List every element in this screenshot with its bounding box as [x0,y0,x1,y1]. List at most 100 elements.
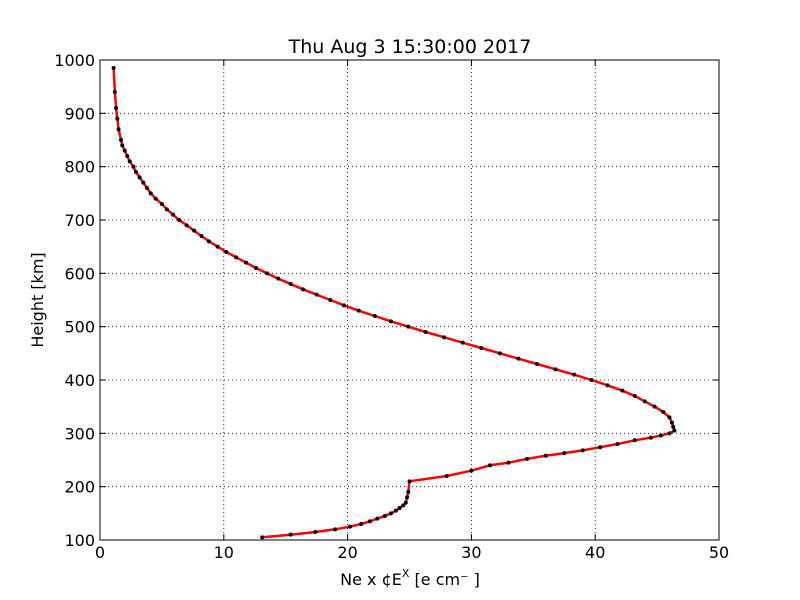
y-tick-label: 200 [64,478,95,497]
x-axis-label-main: Ne x ¢E [340,570,402,589]
data-point [543,453,548,458]
data-point [116,127,121,132]
data-point [403,500,408,505]
data-point [171,212,176,217]
data-point [401,503,406,508]
data-point [442,335,447,340]
data-point [148,191,153,196]
data-point [164,207,169,212]
data-point [648,435,653,440]
data-point [375,516,380,521]
y-tick-label: 100 [64,531,95,550]
x-axis-label-units: [e cm⁻ ] [409,570,479,589]
data-point [133,170,138,174]
data-point [553,367,558,372]
y-tick-label: 1000 [54,51,95,70]
data-point [341,303,346,308]
data-point [598,445,603,450]
data-point [244,260,249,265]
data-point [479,346,484,350]
y-tick-label: 600 [64,264,95,283]
ticks: 0 10 20 30 40 50 100 200 300 400 500 600 700 800 900 10… [54,51,729,562]
data-point [667,431,672,436]
data-point [405,495,410,500]
grid [100,60,719,540]
data-point [406,324,411,329]
data-point [632,394,637,398]
data-point [120,143,125,148]
data-point [525,456,530,461]
data-point [301,287,306,292]
data-point [276,276,281,281]
x-tick-label: 30 [461,543,481,562]
data-point [199,234,204,238]
x-tick-label: 40 [585,543,605,562]
data-point [328,298,333,302]
y-axis-label: Height [km] [28,252,47,347]
data-point [667,415,672,420]
data-point [224,250,229,254]
data-point [206,239,211,244]
data-point [177,218,182,222]
y-tick-label: 700 [64,211,95,230]
data-point [671,424,676,429]
data-point [153,196,158,201]
data-point [580,448,585,453]
y-tick-label: 900 [64,104,95,123]
x-tick-label: 10 [214,543,234,562]
data-point [669,420,674,425]
data-point [141,180,146,185]
data-point [114,106,119,110]
data-point [333,527,338,532]
data-point [469,468,474,473]
data-point [497,351,502,356]
data-point [125,154,130,158]
data-point [506,460,511,465]
data-point [288,532,293,537]
data-point [620,388,625,393]
y-tick-label: 500 [64,318,95,337]
data-point [632,438,637,443]
x-tick-label: 20 [337,543,357,562]
data-point [356,308,361,313]
data-point [605,383,610,388]
data-point [487,463,492,468]
data-point [359,522,364,526]
data-point [572,372,577,377]
data-point [615,442,620,446]
data-point [111,66,116,70]
data-point [234,255,239,260]
data-point [119,138,124,142]
data-point [382,514,387,518]
data-point [367,519,372,524]
data-point [313,530,318,534]
x-axis-label-superscript: X [402,567,410,580]
data-point [642,399,647,404]
data-point [348,524,353,529]
data-point [253,266,258,270]
data-point [388,319,393,324]
data-point [127,159,132,164]
data-point [397,506,402,510]
x-axis-label: Ne x ¢EX [e cm⁻ ] [340,567,480,589]
data-point [406,490,411,494]
data-point [423,330,428,334]
data-point [589,378,594,382]
data-point [137,175,142,180]
y-tick-label: 300 [64,424,95,443]
data-point [444,474,449,478]
x-tick-label: 50 [709,543,729,562]
data-point [184,223,189,228]
data-point [516,356,521,361]
data-point [672,428,677,433]
data-point [122,148,127,153]
data-point [112,90,117,94]
data-point [131,164,136,169]
chart-title: Thu Aug 3 15:30:00 2017 [288,36,532,58]
data-point [314,292,319,297]
data-point [535,362,540,366]
plot-frame [99,59,720,541]
x-tick-label: 0 [95,543,105,562]
